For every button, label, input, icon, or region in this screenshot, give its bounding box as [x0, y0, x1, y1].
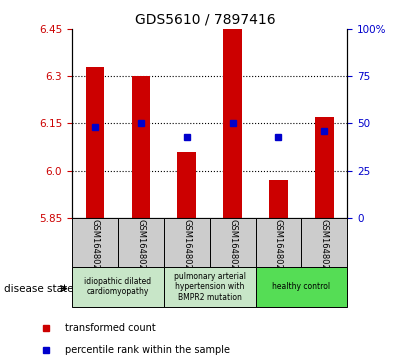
Bar [223, 29, 242, 218]
Bar [164, 267, 256, 307]
Bar [269, 180, 288, 218]
Text: GDS5610 / 7897416: GDS5610 / 7897416 [135, 13, 276, 27]
Bar [164, 218, 210, 267]
Bar [315, 117, 333, 218]
Bar [178, 152, 196, 218]
Text: GSM1648025: GSM1648025 [182, 219, 191, 275]
Bar [132, 76, 150, 218]
Bar [210, 218, 256, 267]
Text: GSM1648024: GSM1648024 [136, 219, 145, 275]
Text: transformed count: transformed count [65, 323, 156, 333]
Text: GSM1648026: GSM1648026 [228, 219, 237, 276]
Text: idiopathic dilated
cardiomyopathy: idiopathic dilated cardiomyopathy [84, 277, 151, 297]
Bar [256, 267, 347, 307]
Bar [301, 218, 347, 267]
Bar [72, 218, 118, 267]
Text: GSM1648027: GSM1648027 [274, 219, 283, 276]
Text: percentile rank within the sample: percentile rank within the sample [65, 345, 230, 355]
Text: disease state: disease state [4, 284, 74, 294]
Bar [118, 218, 164, 267]
Text: healthy control: healthy control [272, 282, 330, 291]
Bar [85, 67, 104, 218]
Bar [256, 218, 301, 267]
Text: GSM1648023: GSM1648023 [90, 219, 99, 276]
Bar [72, 267, 164, 307]
Text: GSM1648028: GSM1648028 [320, 219, 329, 276]
Text: pulmonary arterial
hypertension with
BMPR2 mutation: pulmonary arterial hypertension with BMP… [173, 272, 246, 302]
